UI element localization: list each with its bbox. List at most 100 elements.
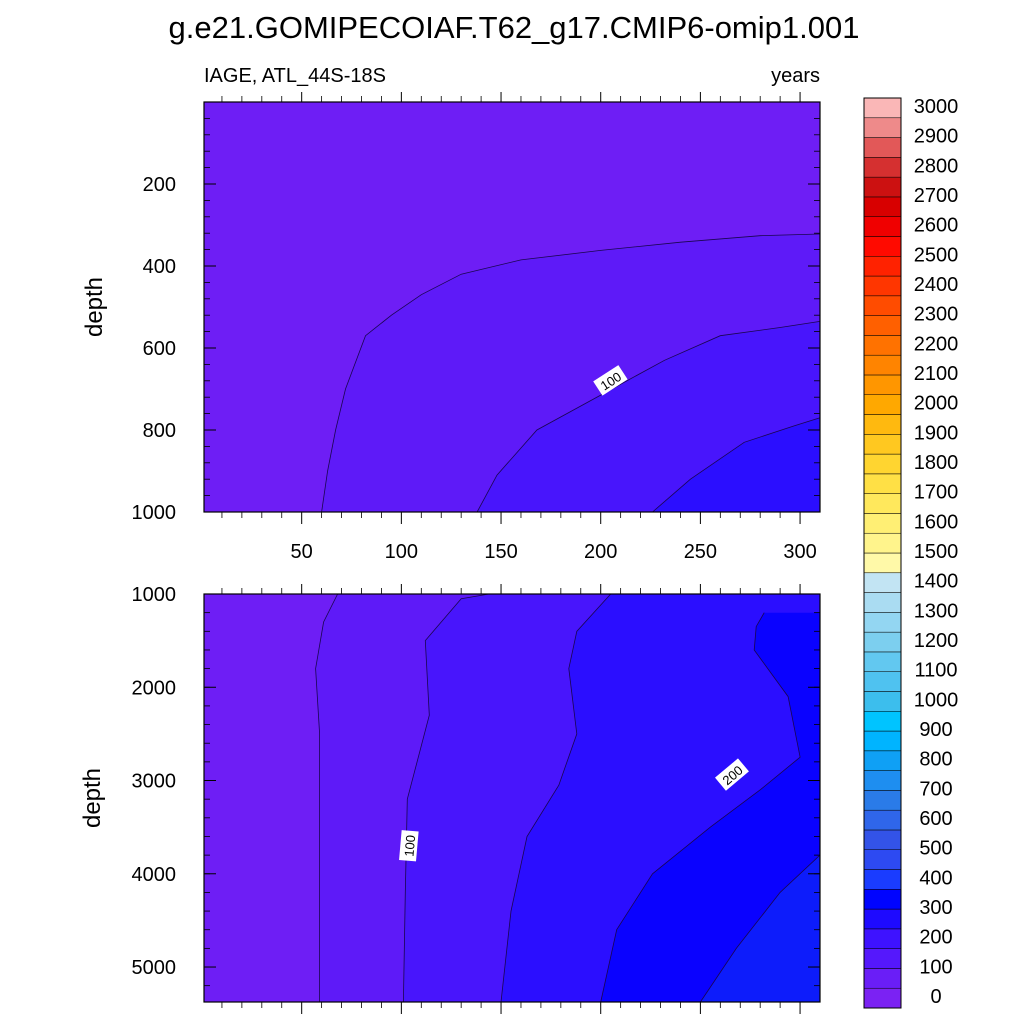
colorbar-swatch [863, 532, 902, 554]
colorbar-swatch [863, 295, 902, 316]
colorbar-label: 300 [919, 897, 952, 919]
colorbar-label: 2000 [914, 393, 959, 415]
colorbar-swatch [863, 829, 902, 850]
colorbar-swatch [863, 513, 902, 534]
contour-line-50 [315, 593, 338, 1002]
colorbar-swatch [863, 849, 902, 870]
y-tick-label: 200 [143, 174, 176, 196]
colorbar-label: 1400 [914, 571, 959, 593]
colorbar-label: 100 [919, 956, 952, 978]
colorbar-swatch [863, 691, 902, 712]
colorbar-frame [863, 97, 902, 1009]
colorbar-label: 200 [919, 927, 952, 949]
colorbar-label: 2100 [914, 363, 959, 385]
y-tick-label: 1000 [132, 502, 177, 524]
y-tick-label: 4000 [132, 864, 177, 886]
y-axis-label: depth [81, 277, 108, 337]
colorbar-swatch [863, 869, 902, 890]
contour-label-box [715, 758, 749, 791]
y-axis-label: depth [79, 768, 106, 828]
colorbar: 0 100 200 300 400 500 600 700 800 900 1000 1100 1200… [863, 96, 959, 1009]
colorbar-swatch [863, 948, 902, 969]
colorbar-label: 1700 [914, 482, 959, 504]
colorbar-swatch [863, 651, 902, 672]
y-tick-label: 3000 [132, 771, 177, 793]
colorbar-swatch [863, 968, 902, 989]
colorbar-label: 2300 [914, 304, 959, 326]
colorbar-label: 2800 [914, 155, 959, 177]
colorbar-swatch [863, 275, 902, 297]
x-tick-label: 150 [484, 541, 517, 563]
colorbar-swatch [863, 889, 902, 910]
colorbar-swatch [863, 790, 902, 811]
x-tick-label: 250 [684, 541, 717, 563]
contour-label-box [399, 830, 419, 862]
colorbar-swatch [863, 493, 902, 514]
colorbar-swatch [863, 196, 902, 217]
colorbar-label: 1100 [914, 660, 957, 682]
y-tick-label: 5000 [132, 957, 177, 979]
colorbar-swatch [863, 770, 902, 791]
colorbar-label: 1200 [914, 630, 959, 652]
colorbar-swatch [863, 612, 902, 633]
colorbar-label: 1600 [914, 511, 959, 533]
colorbar-swatch [863, 473, 902, 494]
contour-label-box [593, 365, 628, 396]
contour-line-50 [321, 233, 821, 513]
colorbar-swatch [863, 97, 902, 119]
y-tick-label: 400 [143, 256, 176, 278]
colorbar-label: 2900 [914, 126, 959, 148]
panel-frame [203, 593, 821, 1003]
colorbar-swatch [863, 216, 902, 237]
colorbar-label: 1000 [914, 689, 959, 711]
contour-line-200 [600, 612, 801, 1003]
colorbar-swatch [863, 750, 902, 771]
left-string: IAGE, ATL_44S-18S [204, 65, 386, 87]
y-tick-label: 800 [143, 420, 176, 442]
colorbar-swatch [863, 552, 902, 574]
colorbar-label: 3000 [914, 96, 959, 118]
colorbar-label: 400 [919, 867, 952, 889]
colorbar-label: 2600 [914, 215, 959, 237]
figure-title: g.e21.GOMIPECOIAF.T62_g17.CMIP6-omip1.00… [169, 10, 860, 45]
y-tick-label: 2000 [132, 677, 177, 699]
colorbar-swatch [863, 374, 902, 395]
colorbar-label: 2400 [914, 274, 959, 296]
colorbar-swatch [863, 236, 902, 257]
colorbar-label: 2700 [914, 185, 959, 207]
colorbar-label: 1500 [914, 541, 959, 563]
colorbar-swatch [863, 137, 902, 158]
contour-fill-150 [652, 417, 820, 512]
contour-line-250 [700, 854, 821, 1003]
colorbar-swatch [863, 414, 902, 435]
colorbar-swatch [863, 730, 902, 752]
colorbar-swatch [863, 394, 902, 415]
colorbar-swatch [863, 434, 902, 455]
contour-fill-200 [600, 612, 820, 1002]
colorbar-swatch [863, 671, 902, 692]
y-tick-label: 600 [143, 338, 176, 360]
colorbar-label: 900 [919, 719, 952, 741]
colorbar-swatch [863, 928, 902, 949]
contour-line-100 [476, 321, 821, 513]
right-string: years [771, 65, 820, 87]
x-tick-label: 300 [783, 541, 816, 563]
colorbar-label: 800 [919, 749, 952, 771]
colorbar-swatch [863, 908, 902, 930]
contour-line-100 [403, 593, 490, 1003]
colorbar-swatch [863, 157, 902, 178]
x-tick-label: 200 [584, 541, 617, 563]
contour-label-text: 100 [401, 834, 418, 857]
colorbar-label: 500 [919, 838, 952, 860]
y-tick-label: 1000 [132, 584, 177, 606]
colorbar-label: 0 [930, 986, 941, 1008]
colorbar-swatch [863, 572, 902, 593]
colorbar-label: 2500 [914, 244, 959, 266]
x-tick-label: 100 [385, 541, 418, 563]
colorbar-swatch [863, 176, 902, 198]
colorbar-label: 700 [919, 778, 952, 800]
colorbar-label: 600 [919, 808, 952, 830]
colorbar-swatch [863, 315, 902, 336]
contour-fill-250 [700, 855, 820, 1002]
